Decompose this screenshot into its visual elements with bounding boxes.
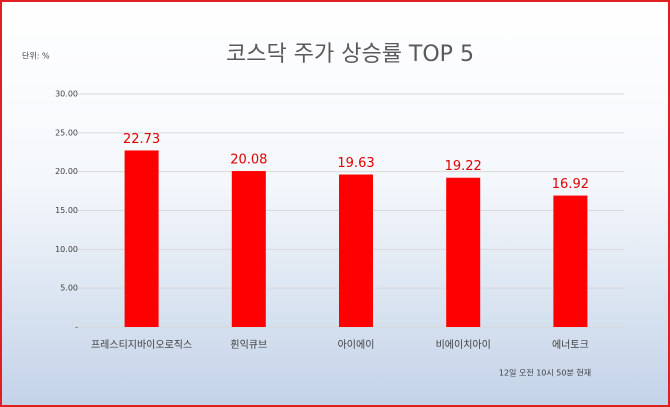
bar: [446, 177, 481, 327]
value-label: 22.73: [123, 132, 160, 147]
value-label: 16.92: [552, 177, 589, 192]
x-tick-label: 에너토크: [552, 339, 589, 351]
chart-title: 코스닥 주가 상승률 TOP 5: [226, 42, 474, 67]
y-tick-label: 15.00: [55, 206, 78, 215]
x-tick-label: 아이에이: [338, 339, 375, 351]
x-tick-label: 프레스티지바이오로직스: [91, 339, 192, 351]
note: 12일 오전 10시 50분 현재: [499, 368, 591, 378]
y-tick-label: 5.00: [60, 284, 78, 293]
y-tick-label: -: [75, 323, 78, 332]
value-label: 19.22: [445, 159, 482, 174]
bar: [553, 195, 588, 327]
y-tick-label: 20.00: [55, 167, 78, 176]
y-tick-label: 30.00: [55, 90, 78, 99]
x-tick-label: 휜익큐브: [230, 339, 267, 351]
bar: [124, 150, 159, 327]
bar: [339, 174, 373, 327]
y-tick-label: 10.00: [55, 245, 78, 254]
unit-label: 단위: %: [22, 51, 50, 61]
y-tick-label: 25.00: [55, 128, 78, 137]
x-tick-label: 비에이치아이: [436, 339, 491, 351]
value-label: 19.63: [337, 156, 374, 171]
value-label: 20.08: [230, 153, 267, 168]
bar: [231, 171, 266, 327]
